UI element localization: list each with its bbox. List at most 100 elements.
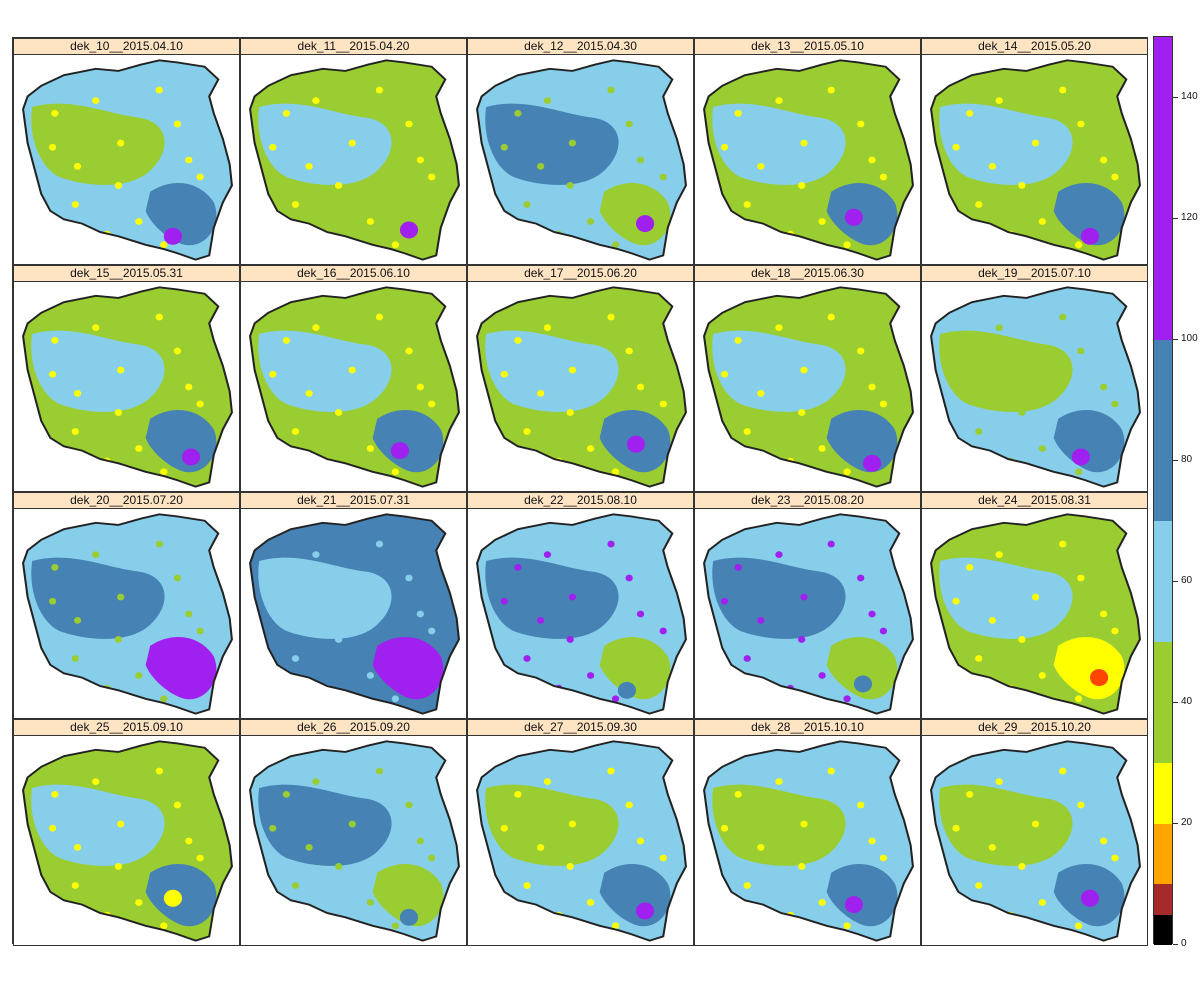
color-key-segment: [1154, 763, 1172, 824]
color-key-tick-label: 0: [1181, 938, 1187, 949]
map-panel: dek_13__2015.05.10: [694, 38, 921, 265]
station-dot: [269, 143, 277, 151]
station-dot: [71, 882, 79, 889]
region-secondary: [258, 103, 392, 185]
poland-map: [249, 59, 460, 261]
station-dot: [1074, 922, 1083, 930]
station-dot: [334, 409, 343, 416]
station-dot: [1038, 672, 1046, 679]
map-canvas: [241, 735, 466, 945]
station-dot: [1031, 139, 1040, 147]
region-blotch: [826, 410, 898, 473]
region-secondary: [31, 330, 165, 412]
color-key-tick-label: 40: [1181, 695, 1193, 707]
station-dot: [155, 86, 163, 94]
station-dot: [117, 139, 125, 147]
station-dot: [428, 400, 436, 408]
station-dot: [857, 574, 865, 582]
station-dot: [51, 336, 59, 344]
color-key-tick: [1173, 338, 1178, 340]
station-dot: [1111, 627, 1119, 635]
color-key-segment: [1154, 521, 1172, 643]
region-secondary: [31, 557, 165, 639]
station-dot: [966, 109, 974, 117]
raster-fill: [477, 287, 686, 487]
station-dot: [1111, 400, 1119, 408]
station-dot: [523, 201, 531, 208]
station-dot: [607, 767, 615, 775]
panel-title: dek_20__2015.07.20: [14, 493, 239, 509]
station-dot: [117, 820, 125, 828]
panel-title: dek_16__2015.06.10: [241, 266, 466, 282]
map-panel: dek_20__2015.07.20: [13, 492, 240, 719]
highlight-patch: [1080, 889, 1100, 907]
station-dot: [537, 162, 545, 170]
poland-outline: [22, 59, 233, 261]
raster-fill: [704, 741, 913, 941]
color-key-segment: [1154, 914, 1172, 945]
station-dot: [92, 778, 100, 786]
station-dot: [1099, 610, 1108, 618]
station-dot: [48, 370, 57, 378]
station-dot: [1059, 313, 1067, 321]
poland-outline: [249, 513, 460, 715]
station-dot: [348, 366, 356, 374]
station-dot: [857, 120, 865, 128]
station-dot: [952, 143, 960, 151]
station-dot: [1018, 863, 1026, 870]
station-dot: [523, 882, 531, 889]
region-secondary: [939, 557, 1073, 639]
station-dot: [305, 843, 313, 851]
station-dot: [1074, 695, 1083, 703]
station-dot: [51, 790, 59, 798]
map-panel: dek_14__2015.05.20: [921, 38, 1148, 265]
color-key-segment: [1154, 642, 1172, 764]
station-dot: [291, 428, 300, 435]
panel-title: dek_12__2015.04.30: [468, 39, 693, 55]
station-dot: [636, 610, 645, 618]
poland-map: [703, 286, 914, 488]
station-dot: [568, 366, 577, 374]
station-dot: [117, 366, 125, 374]
raster-fill: [250, 60, 459, 260]
map-canvas: [468, 54, 693, 264]
station-dot: [1059, 767, 1067, 775]
color-key-segment: [1154, 339, 1172, 522]
station-dot: [975, 428, 983, 435]
station-dot: [305, 162, 313, 170]
station-dot: [743, 882, 751, 889]
station-dot: [514, 336, 522, 344]
station-dot: [117, 593, 125, 601]
region-blotch: [372, 864, 444, 927]
region-blotch: [372, 637, 444, 700]
map-panel: dek_10__2015.04.10: [13, 38, 240, 265]
panel-title: dek_13__2015.05.10: [695, 39, 920, 55]
highlight-patch: [172, 669, 192, 687]
station-dot: [348, 139, 356, 147]
station-dot: [868, 610, 876, 618]
station-dot: [1031, 366, 1040, 374]
color-key-tick-label: 140: [1181, 90, 1198, 102]
station-dot: [543, 778, 552, 786]
station-dot: [566, 409, 574, 416]
raster-fill: [931, 287, 1140, 487]
poland-map: [476, 513, 687, 715]
station-dot: [1031, 820, 1040, 828]
station-dot: [160, 695, 168, 703]
station-dot: [537, 616, 545, 624]
poland-outline: [249, 740, 460, 942]
poland-map: [476, 740, 687, 942]
station-dot: [51, 109, 59, 117]
region-blotch: [1053, 410, 1125, 473]
station-dot: [73, 162, 82, 170]
station-dot: [282, 563, 291, 571]
station-dot: [155, 540, 163, 548]
map-panel: dek_24__2015.08.31: [921, 492, 1148, 719]
poland-outline: [476, 59, 687, 261]
region-blotch: [1053, 183, 1125, 246]
region-secondary: [712, 784, 846, 866]
station-dot: [1018, 636, 1026, 643]
station-dot: [366, 899, 375, 906]
station-dot: [611, 695, 620, 703]
poland-map: [249, 513, 460, 715]
